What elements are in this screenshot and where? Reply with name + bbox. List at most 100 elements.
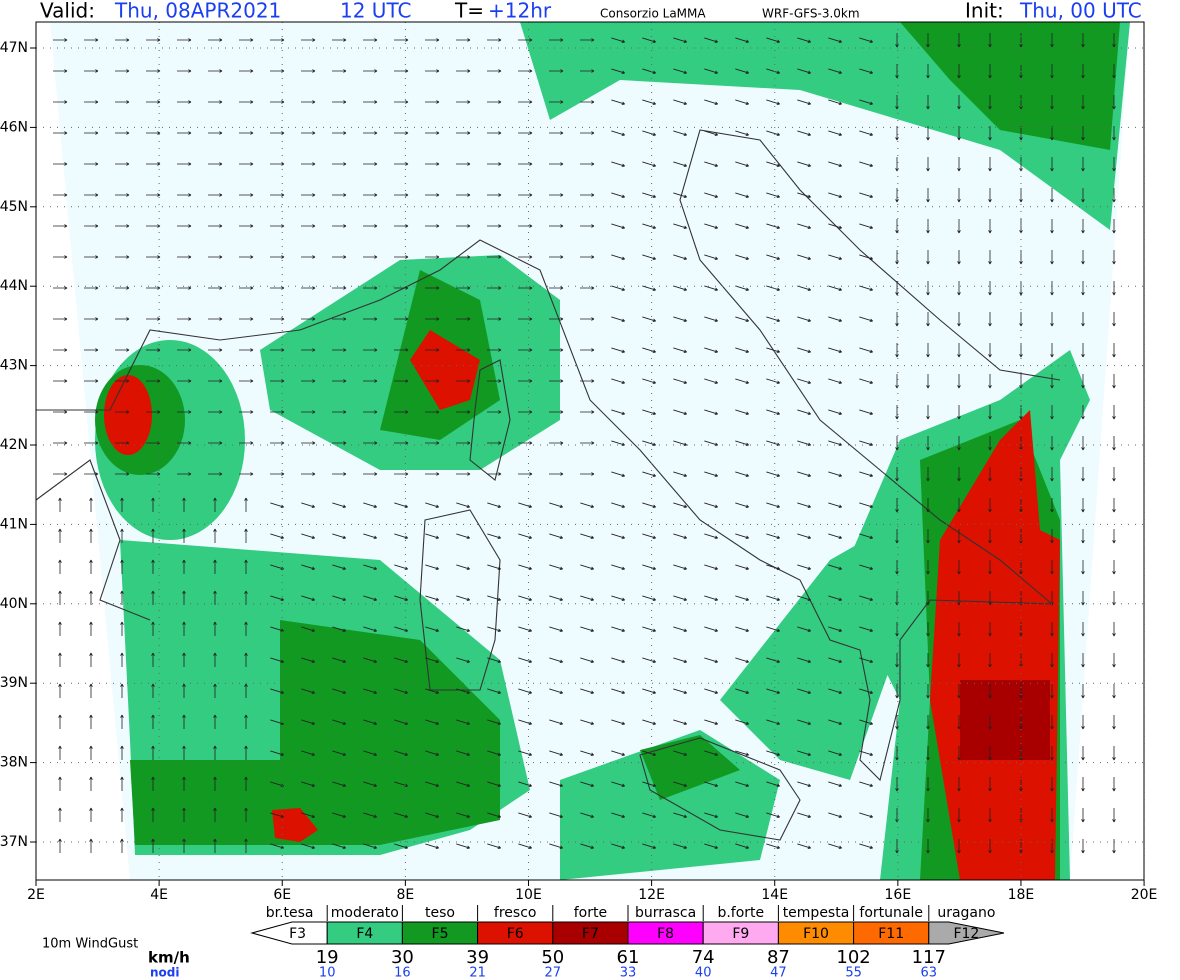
wind-arrow <box>957 405 961 420</box>
wind-arrow <box>988 684 992 699</box>
wind-arrow <box>797 254 811 261</box>
wind-arrow <box>487 224 502 228</box>
wind-arrow <box>270 533 284 540</box>
legend-name: burrasca <box>635 905 696 921</box>
wind-arrow <box>239 286 254 290</box>
wind-arrow <box>580 595 594 602</box>
wind-arrow <box>957 64 961 79</box>
wind-arrow <box>363 843 377 850</box>
wind-arrow <box>456 224 471 228</box>
wind-arrow <box>456 564 470 571</box>
wind-arrow <box>859 719 873 726</box>
wind-arrow <box>988 64 992 79</box>
wind-arrow <box>1112 715 1116 730</box>
wind-arrow <box>859 471 873 478</box>
wind-arrow <box>549 657 563 664</box>
wind-arrow <box>208 410 223 414</box>
wind-arrow <box>146 348 161 352</box>
wind-arrow <box>766 533 780 540</box>
wind-arrow <box>673 130 687 137</box>
wind-arrow <box>735 409 749 416</box>
wind-arrow <box>301 162 316 166</box>
wind-arrow <box>270 193 285 197</box>
wind-arrow <box>301 626 315 633</box>
wind-arrow <box>244 683 248 698</box>
wind-arrow <box>611 595 625 602</box>
wind-arrow <box>151 776 155 791</box>
wind-arrow <box>859 657 873 664</box>
wind-arrow <box>704 595 718 602</box>
wind-arrow <box>208 348 223 352</box>
wind-arrow <box>859 626 873 633</box>
legend-name: teso <box>425 905 455 921</box>
lat-label: 44N <box>0 278 28 294</box>
wind-arrow <box>146 410 161 414</box>
wind-arrow <box>673 68 687 75</box>
wind-arrow <box>394 533 408 540</box>
wind-arrow <box>425 472 440 476</box>
wind-arrow <box>1112 343 1116 358</box>
wind-arrow <box>957 777 961 792</box>
wind-arrow <box>673 316 687 323</box>
wind-arrow <box>213 745 217 760</box>
wind-arrow <box>301 348 316 352</box>
wind-arrow <box>120 838 124 853</box>
legend-code: F8 <box>657 926 674 942</box>
wind-arrow <box>895 281 899 296</box>
legend-unit-kmh: km/h <box>148 949 190 967</box>
wind-arrow <box>487 69 502 73</box>
wind-arrow <box>487 657 501 664</box>
wind-arrow <box>89 838 93 853</box>
wind-arrow <box>89 683 93 698</box>
coastlines <box>35 129 1061 841</box>
wind-arrow <box>828 595 842 602</box>
wind-arrow <box>1112 653 1116 668</box>
wind-arrow <box>611 471 625 478</box>
wind-arrow <box>456 781 470 788</box>
legend-kmh: 39 <box>466 947 489 968</box>
wind-arrow <box>115 162 130 166</box>
wind-arrow <box>425 224 440 228</box>
wind-arrow <box>735 595 749 602</box>
wind-arrow <box>704 68 718 75</box>
wind-arrow <box>151 528 155 543</box>
wind-arrow <box>363 131 378 135</box>
wind-arrow <box>363 657 377 664</box>
wind-arrow <box>673 812 687 819</box>
wind-arrow <box>239 162 254 166</box>
wind-arrow <box>301 410 316 414</box>
wind-arrow <box>642 781 656 788</box>
wind-arrow <box>797 750 811 757</box>
wind-arrow <box>487 595 501 602</box>
coastline-west <box>35 329 301 621</box>
wind-arrow <box>58 683 62 698</box>
wind-arrow <box>363 533 377 540</box>
wind-arrow <box>673 378 687 385</box>
wind-arrow <box>332 410 347 414</box>
wind-arrow <box>1019 467 1023 482</box>
wind-arrow <box>828 657 842 664</box>
wind-arrow <box>363 69 378 73</box>
wind-arrow <box>363 750 377 757</box>
wind-arrow <box>1112 157 1116 172</box>
wind-arrow <box>1112 64 1116 79</box>
legend-swatch <box>928 921 1005 945</box>
wind-arrow <box>580 38 595 42</box>
wind-arrow <box>895 436 899 451</box>
wind-arrow <box>1050 405 1054 420</box>
t-label: T= <box>454 0 484 23</box>
wind-arrow <box>957 188 961 203</box>
wind-arrow <box>244 497 248 512</box>
wind-arrow <box>926 405 930 420</box>
wind-arrow <box>957 560 961 575</box>
wind-arrow <box>1112 250 1116 265</box>
wind-arrow <box>926 281 930 296</box>
wind-arrow <box>1050 64 1054 79</box>
wind-arrow <box>239 348 254 352</box>
wind-arrow <box>120 528 124 543</box>
lon-label: 18E <box>1008 887 1035 903</box>
wind-arrow <box>797 688 811 695</box>
wind-arrow <box>177 472 192 476</box>
wind-arrow <box>735 533 749 540</box>
valid-label: Valid: <box>40 0 95 23</box>
